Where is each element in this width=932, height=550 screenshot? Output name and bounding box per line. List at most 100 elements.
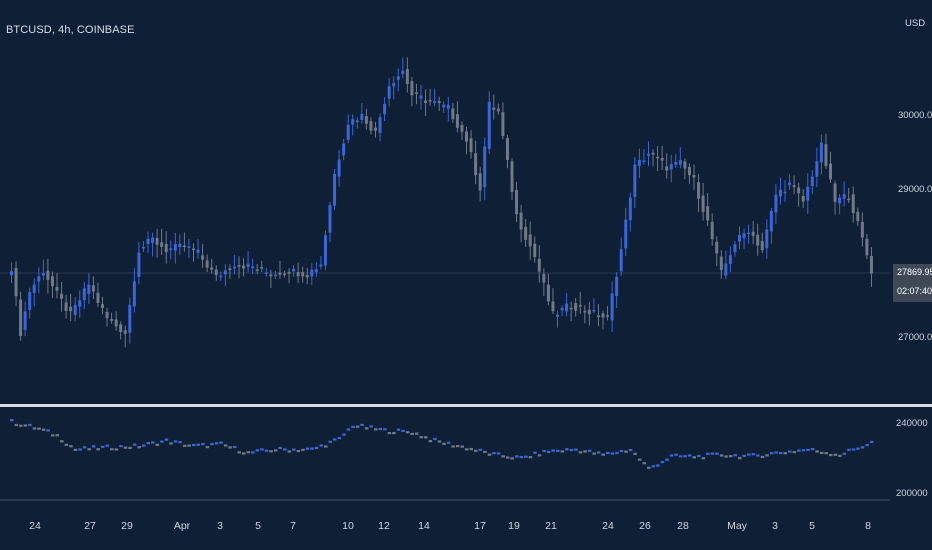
candle-body[interactable] — [433, 101, 437, 103]
candle-body[interactable] — [319, 264, 323, 267]
candle-body[interactable] — [769, 211, 773, 232]
candle-body[interactable] — [164, 243, 168, 253]
candle-body[interactable] — [829, 163, 832, 180]
candle-body[interactable] — [751, 231, 755, 236]
candle-body[interactable] — [242, 265, 246, 269]
candle-body[interactable] — [760, 240, 764, 251]
candle-body[interactable] — [237, 265, 241, 267]
candle-body[interactable] — [701, 195, 705, 212]
candle-body[interactable] — [778, 189, 782, 197]
candle-body[interactable] — [501, 112, 505, 137]
candle-body[interactable] — [806, 186, 810, 201]
candle-body[interactable] — [323, 235, 327, 266]
candle-body[interactable] — [401, 70, 405, 74]
candle-body[interactable] — [64, 302, 68, 311]
candle-body[interactable] — [128, 304, 132, 333]
candle-body[interactable] — [660, 157, 664, 161]
candle-body[interactable] — [137, 252, 141, 277]
candle-body[interactable] — [60, 293, 64, 299]
candle-body[interactable] — [569, 307, 573, 310]
candle-body[interactable] — [851, 194, 855, 214]
candle-body[interactable] — [378, 117, 382, 133]
candle-body[interactable] — [351, 119, 355, 125]
candle-body[interactable] — [278, 272, 282, 275]
candle-body[interactable] — [173, 244, 177, 251]
candle-body[interactable] — [410, 81, 414, 96]
candle-body[interactable] — [251, 266, 255, 269]
candle-body[interactable] — [719, 256, 723, 271]
candle-body[interactable] — [287, 271, 291, 274]
candle-body[interactable] — [46, 270, 50, 280]
candle-body[interactable] — [710, 221, 714, 240]
candle-body[interactable] — [683, 161, 687, 169]
candle-body[interactable] — [496, 108, 500, 112]
candle-body[interactable] — [474, 153, 478, 176]
candle-body[interactable] — [110, 319, 114, 321]
candle-body[interactable] — [669, 164, 673, 170]
candle-body[interactable] — [801, 196, 805, 202]
candle-body[interactable] — [596, 315, 600, 318]
candle-body[interactable] — [91, 285, 95, 292]
candle-body[interactable] — [305, 274, 309, 278]
candle-body[interactable] — [337, 159, 341, 177]
candle-body[interactable] — [692, 175, 696, 178]
candle-body[interactable] — [619, 249, 623, 272]
candle-body[interactable] — [82, 288, 86, 301]
candle-body[interactable] — [32, 284, 36, 293]
candle-body[interactable] — [546, 284, 550, 302]
candle-body[interactable] — [728, 255, 732, 264]
candle-body[interactable] — [574, 303, 578, 311]
candle-body[interactable] — [292, 268, 296, 272]
candle-body[interactable] — [41, 273, 45, 276]
candle-body[interactable] — [628, 197, 632, 221]
candle-body[interactable] — [346, 124, 350, 140]
candle-body[interactable] — [797, 187, 801, 194]
candle-body[interactable] — [182, 245, 186, 248]
candle-body[interactable] — [273, 274, 277, 277]
candle-body[interactable] — [146, 238, 150, 245]
candle-body[interactable] — [424, 100, 428, 103]
candle-body[interactable] — [647, 153, 650, 156]
candle-body[interactable] — [528, 234, 532, 247]
candle-body[interactable] — [201, 255, 205, 260]
candle-body[interactable] — [414, 92, 418, 94]
candle-body[interactable] — [487, 101, 491, 149]
candle-body[interactable] — [601, 313, 605, 318]
candle-body[interactable] — [37, 276, 41, 282]
candle-body[interactable] — [583, 310, 587, 313]
candle-body[interactable] — [187, 246, 191, 248]
candle-body[interactable] — [260, 267, 264, 269]
candle-body[interactable] — [214, 269, 218, 275]
candle-body[interactable] — [624, 219, 628, 249]
candle-body[interactable] — [783, 191, 787, 194]
candle-body[interactable] — [483, 146, 487, 187]
candle-body[interactable] — [446, 105, 450, 109]
candle-body[interactable] — [55, 286, 59, 291]
candle-body[interactable] — [360, 113, 364, 120]
candle-body[interactable] — [28, 292, 32, 311]
candle-body[interactable] — [533, 243, 537, 258]
candle-body[interactable] — [178, 243, 182, 247]
candle-body[interactable] — [210, 267, 214, 270]
candle-body[interactable] — [437, 101, 441, 103]
candle-body[interactable] — [592, 309, 596, 312]
candle-body[interactable] — [123, 330, 127, 334]
candle-body[interactable] — [505, 138, 509, 160]
candle-body[interactable] — [419, 95, 423, 99]
candle-body[interactable] — [515, 190, 519, 215]
candle-body[interactable] — [560, 307, 564, 311]
candle-body[interactable] — [651, 152, 655, 155]
candle-body[interactable] — [665, 166, 669, 171]
candle-body[interactable] — [556, 314, 559, 317]
candle-body[interactable] — [333, 173, 337, 206]
candle-body[interactable] — [160, 242, 164, 248]
candle-body[interactable] — [697, 182, 701, 199]
candle-body[interactable] — [733, 244, 737, 252]
candle-body[interactable] — [105, 311, 109, 319]
candle-body[interactable] — [565, 303, 569, 312]
candle-body[interactable] — [687, 166, 691, 176]
candle-body[interactable] — [606, 315, 610, 317]
candle-body[interactable] — [455, 114, 459, 128]
candle-body[interactable] — [69, 306, 73, 312]
candle-body[interactable] — [815, 161, 819, 177]
